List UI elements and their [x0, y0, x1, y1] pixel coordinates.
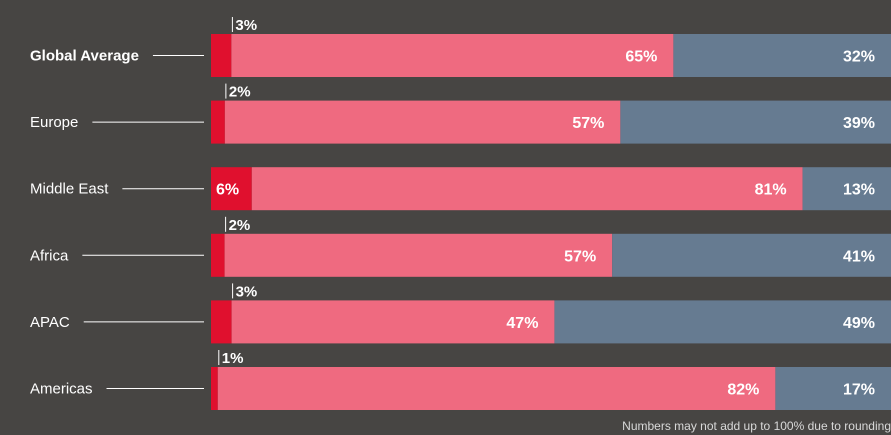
bar-africa-seg1 [224, 233, 613, 277]
category-label-europe: Europe [30, 114, 78, 131]
category-label-middle-east: Middle East [30, 181, 109, 198]
value-label-middle-east-seg1: 81% [755, 182, 787, 199]
bar-americas-seg0 [211, 367, 218, 410]
value-label-africa-seg1: 57% [564, 248, 596, 265]
value-label-middle-east-seg0: 6% [216, 182, 239, 199]
bar-europe-seg1 [224, 100, 621, 144]
value-label-global-average-seg0: 3% [235, 17, 257, 34]
bar-europe-seg0 [211, 100, 225, 144]
value-label-global-average-seg2: 32% [843, 49, 875, 66]
bar-apac-seg1 [231, 300, 555, 344]
category-label-apac: APAC [30, 314, 70, 331]
bar-africa-seg2 [612, 233, 891, 277]
value-label-americas-seg2: 17% [843, 382, 875, 399]
value-label-europe-seg2: 39% [843, 115, 875, 132]
value-label-apac-seg0: 3% [236, 283, 258, 300]
value-label-apac-seg1: 47% [506, 315, 538, 332]
category-label-africa: Africa [30, 247, 69, 264]
category-label-global-average: Global Average [30, 48, 139, 65]
bar-middle-east-seg1 [251, 167, 803, 211]
bar-africa-seg0 [211, 233, 225, 277]
value-label-europe-seg1: 57% [572, 115, 604, 132]
value-label-apac-seg2: 49% [843, 315, 875, 332]
category-label-americas: Americas [30, 381, 93, 398]
bar-middle-east-seg0 [211, 167, 252, 211]
bar-apac-seg2 [554, 300, 891, 344]
value-label-africa-seg2: 41% [843, 248, 875, 265]
bar-americas-seg1 [217, 367, 776, 410]
bar-global-average-seg1 [231, 34, 674, 77]
value-label-americas-seg1: 82% [727, 382, 759, 399]
value-label-middle-east-seg2: 13% [843, 182, 875, 199]
bar-global-average-seg0 [211, 34, 232, 77]
value-label-europe-seg0: 2% [229, 84, 251, 101]
value-label-americas-seg0: 1% [222, 350, 244, 367]
bar-apac-seg0 [211, 300, 232, 344]
bar-americas-seg2 [775, 367, 891, 410]
footnote: Numbers may not add up to 100% due to ro… [622, 419, 891, 433]
value-label-africa-seg0: 2% [229, 217, 251, 234]
bar-europe-seg2 [620, 100, 891, 144]
bar-global-average-seg2 [673, 34, 891, 77]
bar-middle-east-seg2 [802, 167, 891, 211]
value-label-global-average-seg1: 65% [625, 49, 657, 66]
